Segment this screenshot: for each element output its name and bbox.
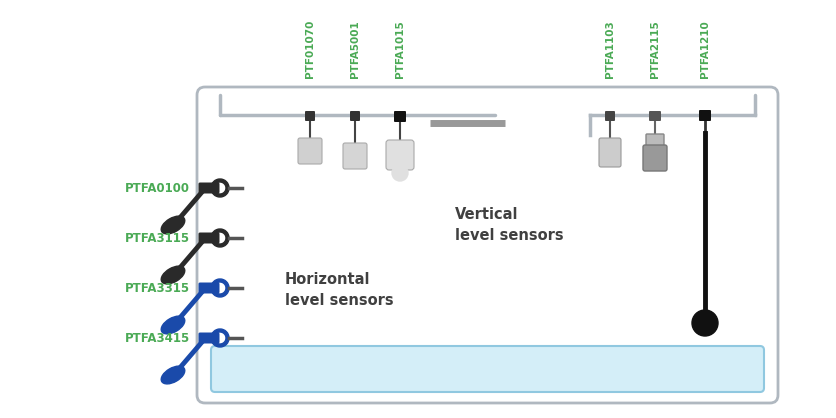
FancyBboxPatch shape [386,140,414,170]
Text: Horizontal
level sensors: Horizontal level sensors [285,272,394,308]
Ellipse shape [161,216,185,234]
FancyBboxPatch shape [649,111,661,121]
FancyBboxPatch shape [350,111,360,121]
FancyBboxPatch shape [643,145,667,171]
FancyBboxPatch shape [699,110,711,121]
Text: PTFA1015: PTFA1015 [395,20,405,78]
Ellipse shape [161,316,185,334]
Text: PTFA1103: PTFA1103 [605,20,615,78]
FancyBboxPatch shape [198,332,220,344]
Text: PTFA0100: PTFA0100 [125,181,190,194]
FancyBboxPatch shape [305,111,315,121]
Circle shape [392,165,408,181]
FancyBboxPatch shape [198,283,220,293]
Text: Vertical
level sensors: Vertical level sensors [455,207,563,243]
FancyBboxPatch shape [394,111,406,122]
FancyBboxPatch shape [298,138,322,164]
Ellipse shape [161,266,185,284]
Text: PTFA2115: PTFA2115 [650,20,660,78]
Text: PTFA5001: PTFA5001 [350,20,360,78]
FancyBboxPatch shape [343,143,367,169]
Text: PTFA1210: PTFA1210 [700,20,710,78]
FancyBboxPatch shape [198,232,220,244]
Circle shape [692,310,718,336]
FancyBboxPatch shape [211,346,764,392]
Text: PTFA3115: PTFA3115 [125,232,190,245]
Text: PTFA3315: PTFA3315 [125,281,190,295]
FancyBboxPatch shape [646,134,664,148]
FancyBboxPatch shape [198,183,220,194]
FancyBboxPatch shape [605,111,615,121]
Ellipse shape [161,366,185,384]
Text: PTF01070: PTF01070 [305,20,315,78]
Text: PTFA3415: PTFA3415 [125,331,191,344]
FancyBboxPatch shape [599,138,621,167]
